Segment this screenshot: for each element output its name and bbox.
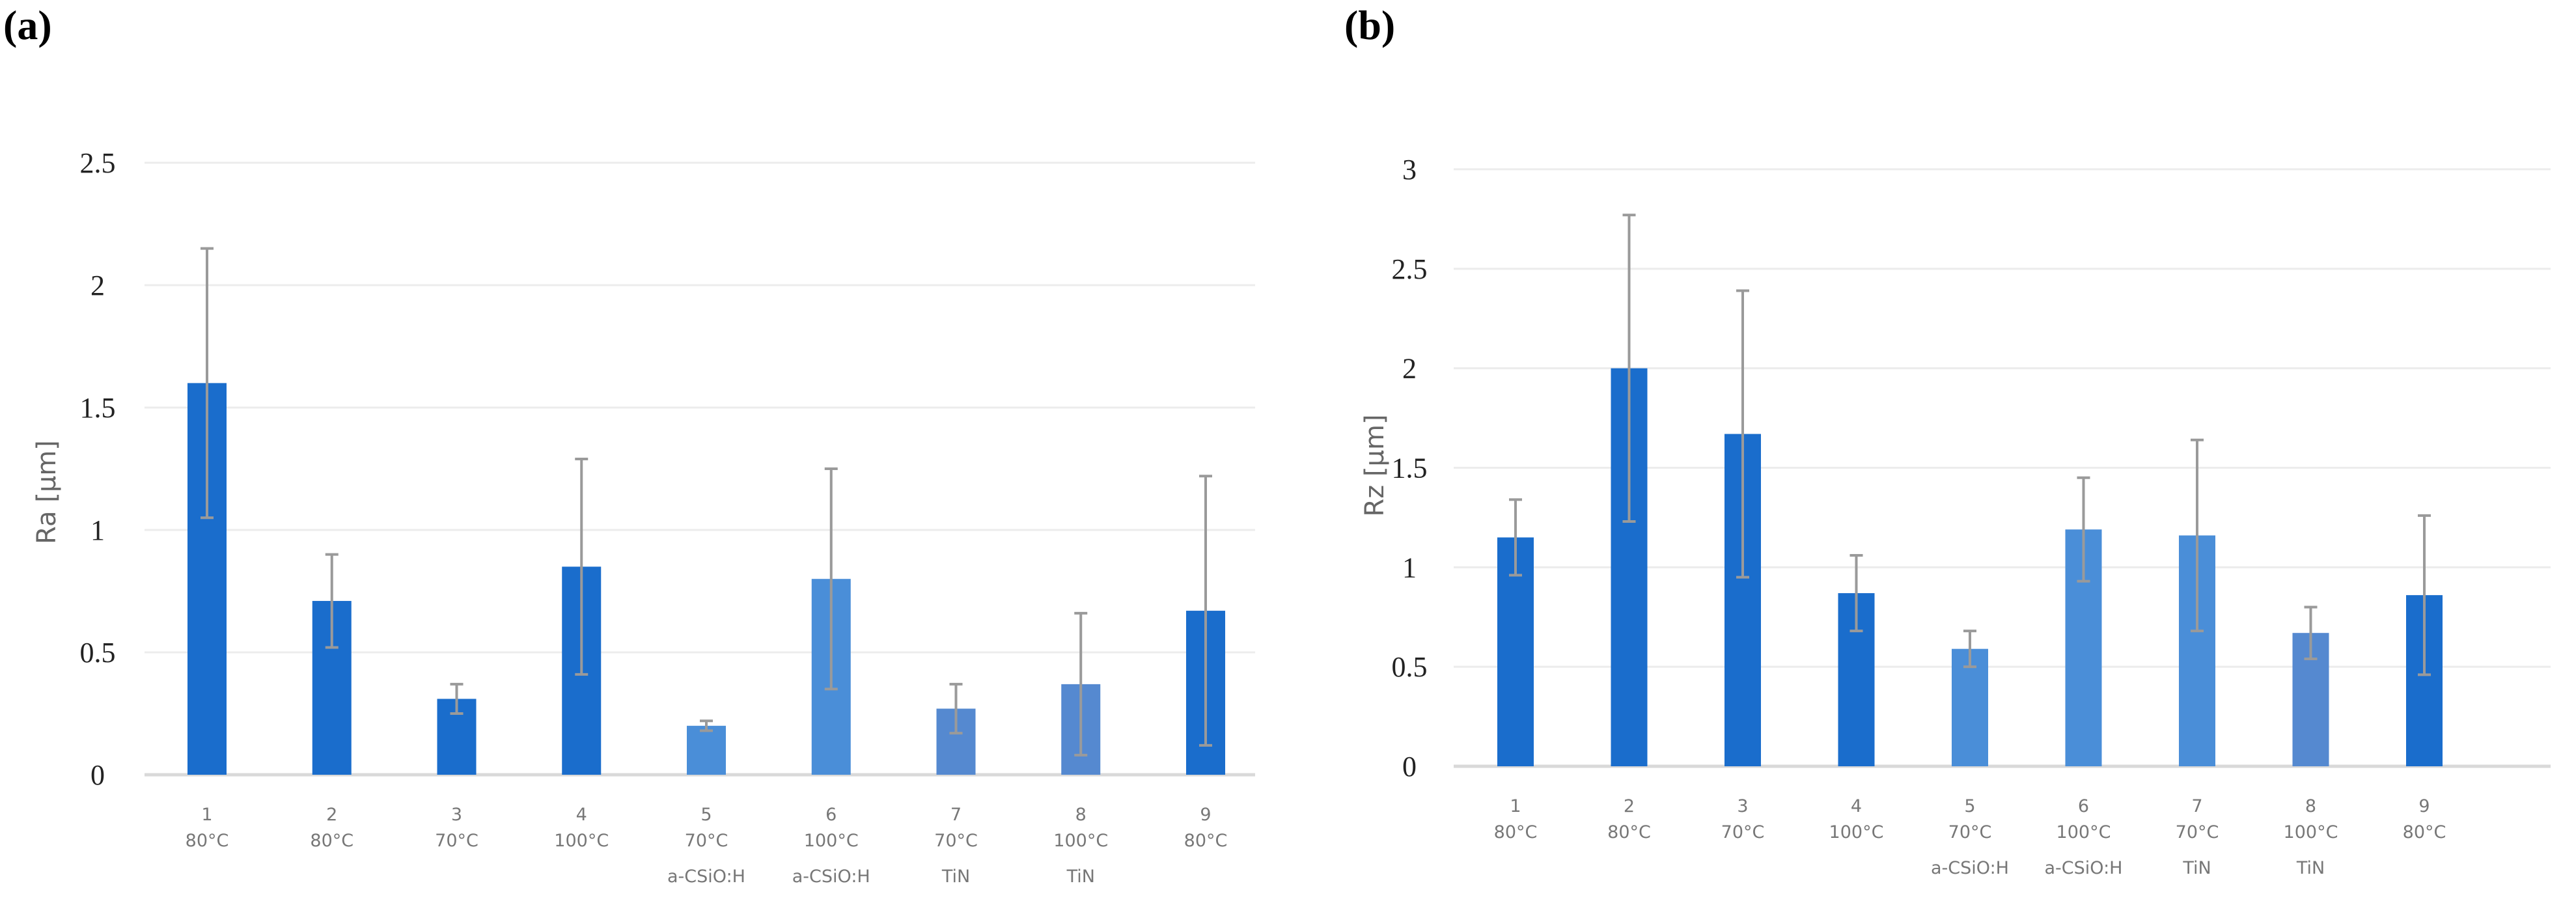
x-tick-label: a-CSiO:H xyxy=(667,867,745,887)
bar xyxy=(687,725,726,775)
y-tick-label: 2.5 xyxy=(1392,253,1428,285)
x-tick-label: 1 xyxy=(201,805,212,825)
panel-label-a: (a) xyxy=(3,2,52,48)
y-tick-label: 0.5 xyxy=(80,637,116,669)
x-tick-label: 7 xyxy=(950,805,962,825)
y-tick-label: 2.5 xyxy=(80,147,116,179)
x-tick-label: 3 xyxy=(451,805,462,825)
x-tick-label: TiN xyxy=(2182,858,2211,878)
x-tick-label: 1 xyxy=(1510,796,1521,816)
x-tick-label: 100°C xyxy=(554,831,609,851)
x-tick-label: 6 xyxy=(825,805,837,825)
x-tick-label: 3 xyxy=(1737,796,1748,816)
x-tick-label: 80°C xyxy=(310,831,353,851)
x-tick-label: 9 xyxy=(1200,805,1211,825)
x-tick-label: 100°C xyxy=(1829,822,1884,842)
y-tick-label: 2 xyxy=(90,270,105,301)
x-tick-label: 4 xyxy=(576,805,587,825)
x-tick-label: 80°C xyxy=(1607,822,1651,842)
x-tick-label: 70°C xyxy=(685,831,728,851)
chart-b: 0 0.5 1 1.5 2 2.5 3 1 80°C 2 80°C 3 70°C 4 100°C 5 70°C a… xyxy=(1392,154,2551,878)
x-tick-label: 70°C xyxy=(435,831,478,851)
x-tick-label: 2 xyxy=(326,805,337,825)
x-tick-label: 70°C xyxy=(934,831,978,851)
x-tick-label: 100°C xyxy=(2057,822,2111,842)
x-tick-label: 100°C xyxy=(2284,822,2338,842)
y-tick-label: 1 xyxy=(90,514,105,546)
x-tick-label: 80°C xyxy=(186,831,229,851)
x-tick-label: TiN xyxy=(1066,867,1095,887)
x-tick-label: TiN xyxy=(941,867,970,887)
bar xyxy=(1952,648,1988,766)
x-tick-label: a-CSiO:H xyxy=(1931,858,2009,878)
y-axis-label-b: Rz [μm] xyxy=(1360,414,1390,516)
x-tick-label: 7 xyxy=(2191,796,2202,816)
x-tick-label: 70°C xyxy=(1948,822,1992,842)
x-tick-label: 5 xyxy=(1964,796,1975,816)
y-axis-label-a: Ra [μm] xyxy=(32,440,62,544)
x-tick-label: 4 xyxy=(1851,796,1862,816)
x-tick-label: 80°C xyxy=(1494,822,1538,842)
x-tick-label: TiN xyxy=(2296,858,2325,878)
x-tick-label: 70°C xyxy=(1721,822,1765,842)
y-tick-label: 1.5 xyxy=(1392,452,1428,484)
chart-a: 0 0.5 1 1.5 2 2.5 1 80°C 2 80°C 3 70°C 4 100°C 5 70°C a-… xyxy=(80,147,1255,887)
y-tick-label: 0.5 xyxy=(1392,651,1428,683)
x-tick-label: 70°C xyxy=(2176,822,2219,842)
x-tick-label: 8 xyxy=(1075,805,1087,825)
x-tick-label: 100°C xyxy=(1053,831,1108,851)
x-tick-label: a-CSiO:H xyxy=(792,867,870,887)
y-tick-label: 0 xyxy=(90,759,105,791)
y-tick-label: 1 xyxy=(1402,551,1417,583)
y-tick-label: 2 xyxy=(1402,353,1417,385)
x-tick-label: 80°C xyxy=(2403,822,2446,842)
x-tick-label: 100°C xyxy=(804,831,859,851)
x-tick-label: 6 xyxy=(2078,796,2089,816)
x-tick-label: 2 xyxy=(1624,796,1635,816)
x-tick-label: 9 xyxy=(2418,796,2430,816)
panel-label-b: (b) xyxy=(1344,2,1395,48)
y-tick-label: 1.5 xyxy=(80,392,116,424)
y-tick-label: 0 xyxy=(1402,751,1417,783)
y-tick-label: 3 xyxy=(1402,154,1417,186)
x-tick-label: 5 xyxy=(700,805,712,825)
x-tick-label: 8 xyxy=(2305,796,2316,816)
x-tick-label: a-CSiO:H xyxy=(2045,858,2123,878)
x-tick-label: 80°C xyxy=(1184,831,1228,851)
